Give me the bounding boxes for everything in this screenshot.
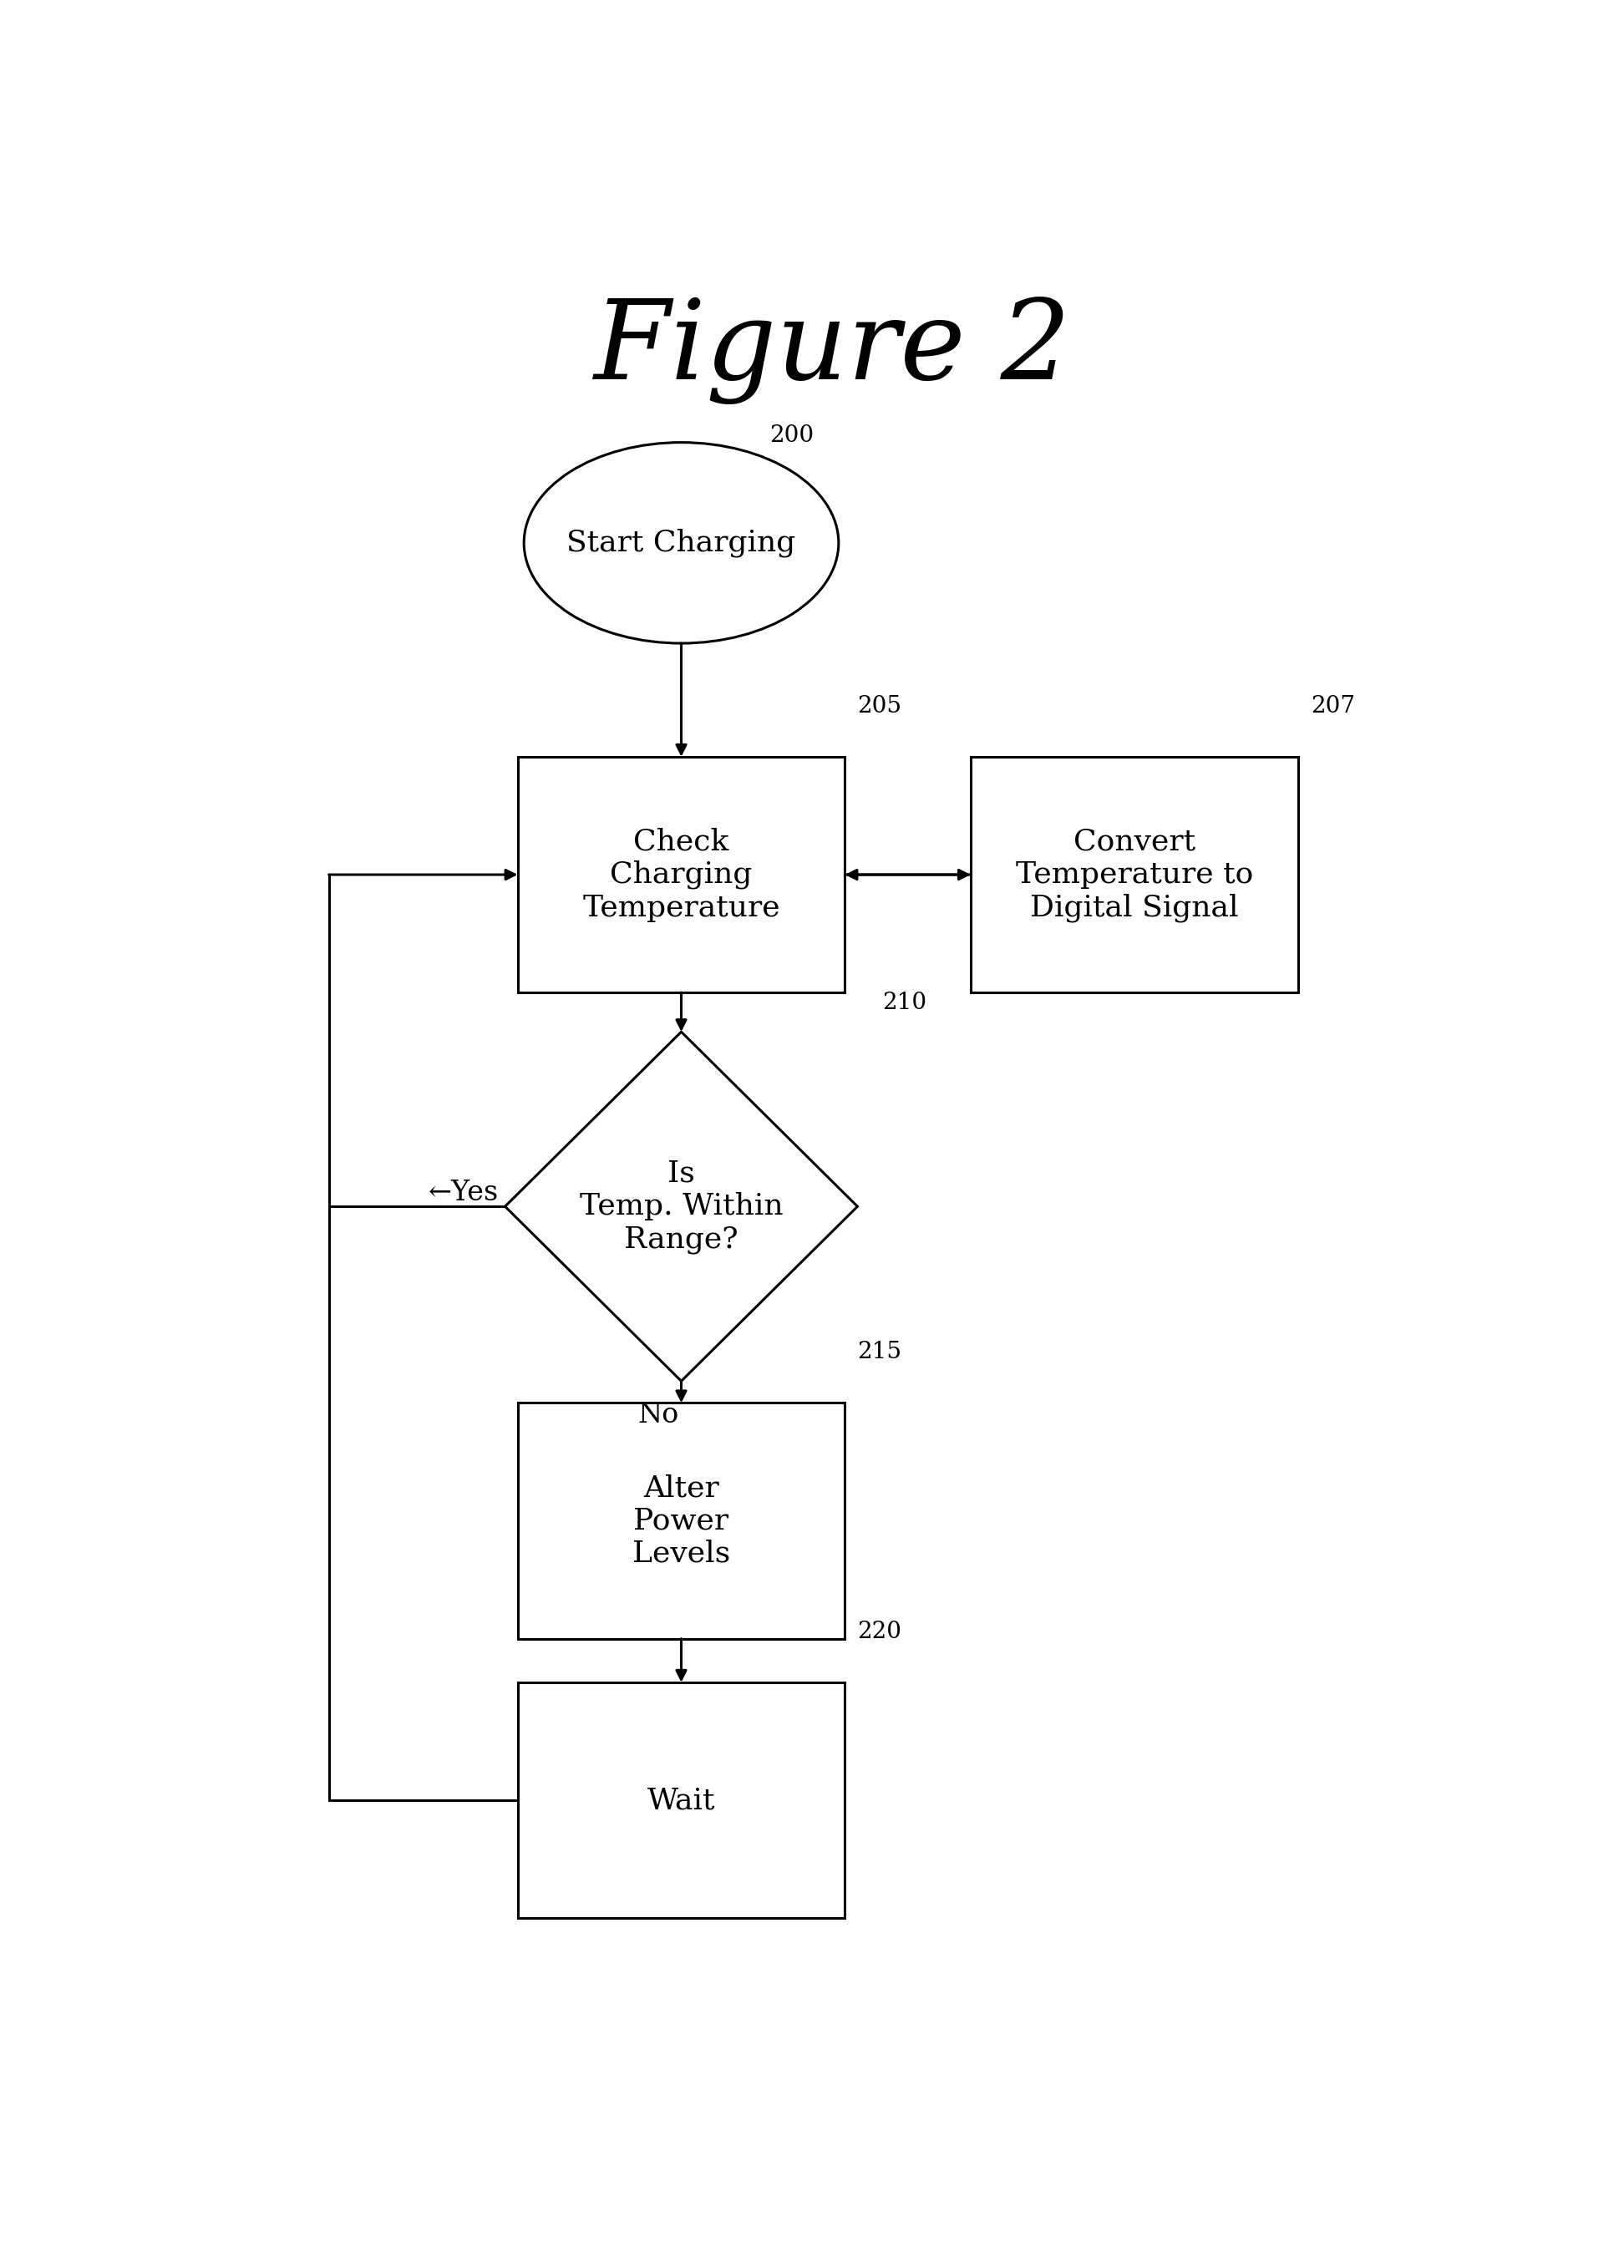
Text: 220: 220: [857, 1622, 901, 1642]
Text: Check
Charging
Temperature: Check Charging Temperature: [583, 828, 780, 923]
Ellipse shape: [525, 442, 838, 644]
Polygon shape: [505, 1032, 857, 1381]
Text: Alter
Power
Levels: Alter Power Levels: [632, 1474, 731, 1567]
FancyBboxPatch shape: [971, 758, 1298, 993]
Text: Wait: Wait: [648, 1785, 715, 1814]
Text: 207: 207: [1311, 694, 1354, 717]
Text: Is
Temp. Within
Range?: Is Temp. Within Range?: [580, 1159, 783, 1254]
FancyBboxPatch shape: [518, 1404, 844, 1640]
FancyBboxPatch shape: [518, 1683, 844, 1919]
Text: No: No: [638, 1402, 679, 1429]
Text: 205: 205: [857, 694, 901, 717]
Text: 200: 200: [770, 424, 814, 447]
Text: 210: 210: [883, 991, 927, 1014]
Text: Convert
Temperature to
Digital Signal: Convert Temperature to Digital Signal: [1015, 828, 1254, 923]
Text: Figure 2: Figure 2: [594, 297, 1070, 404]
Text: ←Yes: ←Yes: [429, 1179, 499, 1207]
Text: Start Charging: Start Charging: [567, 528, 796, 558]
FancyBboxPatch shape: [518, 758, 844, 993]
Text: 215: 215: [857, 1340, 901, 1363]
